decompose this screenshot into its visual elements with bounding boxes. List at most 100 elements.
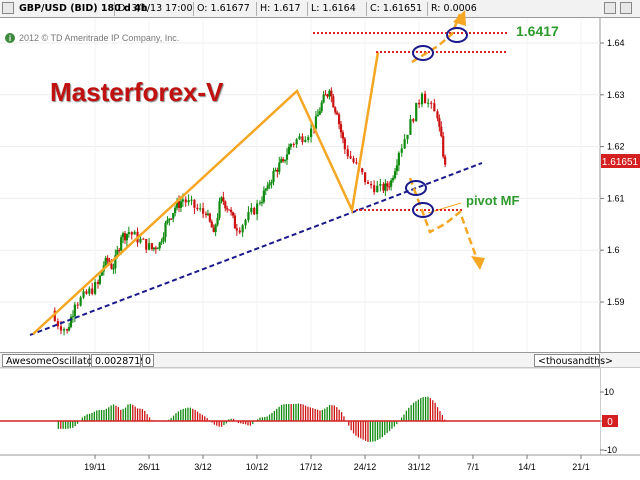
oscillator-bar <box>393 421 396 427</box>
oscillator-name[interactable]: AwesomeOscillator <box>2 354 96 367</box>
candle-body <box>226 208 229 210</box>
oscillator-bar <box>223 421 225 426</box>
oscillator-bar <box>201 414 204 421</box>
price-grid <box>0 18 600 352</box>
oscillator-bar <box>314 408 316 421</box>
maximize-icon[interactable] <box>604 2 616 14</box>
candle-body <box>318 111 321 115</box>
candle-body <box>352 158 355 163</box>
bearish-arrow-head-icon <box>471 256 485 270</box>
oscillator-bar <box>199 413 201 421</box>
candle-body <box>247 212 250 221</box>
oscillator-bar <box>352 421 355 434</box>
candle-body <box>177 201 181 208</box>
candle-body <box>442 136 445 157</box>
oscillator-bar <box>276 408 278 421</box>
oscillator-bar <box>93 411 96 421</box>
oscillator-bar <box>100 409 103 421</box>
candle-body <box>193 199 196 208</box>
time-tick-label: 10/12 <box>246 462 269 472</box>
candle-body <box>395 165 399 172</box>
oscillator-bar <box>141 409 144 421</box>
oscillator-bar <box>328 405 331 421</box>
oscillator-bar <box>127 404 129 421</box>
candle-body <box>304 139 307 142</box>
oscillator-bar <box>129 403 132 421</box>
candle-body <box>283 159 287 162</box>
candlesticks <box>53 87 447 336</box>
candle-body <box>106 257 109 261</box>
candle-body <box>287 146 291 155</box>
candle-body <box>270 181 273 184</box>
candle-body <box>384 183 387 191</box>
symbol-label[interactable]: GBP/USD (BID) 180 d 4h <box>19 3 148 14</box>
info-icon[interactable] <box>5 33 15 43</box>
oscillator-bar <box>379 421 381 439</box>
candle-body <box>218 201 221 218</box>
oscillator-bar <box>302 404 304 421</box>
time-tick-label: 17/12 <box>300 462 323 472</box>
oscillator-bar <box>384 421 386 436</box>
price-panel <box>0 18 600 352</box>
trendline-ellipse <box>405 180 427 196</box>
candle-body <box>253 207 256 215</box>
candle-body <box>130 232 133 235</box>
oscillator-bar <box>204 416 206 421</box>
oscillator-bar <box>69 421 72 429</box>
oscillator-extra: 0 <box>142 354 154 367</box>
time-tick-label: 19/11 <box>84 462 106 472</box>
oscillator-bar <box>386 421 388 433</box>
candle-body <box>388 186 391 188</box>
candle-body <box>160 241 163 243</box>
candle-body <box>112 268 115 270</box>
oscillator-bar <box>434 402 436 421</box>
last-price-text: 1.61651 <box>602 157 639 168</box>
time-tick-label: 3/12 <box>194 462 212 472</box>
candle-body <box>355 162 358 164</box>
oscillator-bar <box>429 398 432 421</box>
close-icon[interactable] <box>620 2 632 14</box>
oscillator-bar <box>86 414 88 421</box>
candle-body <box>285 154 289 160</box>
oscillator-bar <box>369 421 372 442</box>
candle-body <box>214 224 217 233</box>
oscillator-bar <box>408 407 410 421</box>
candle-body <box>301 136 304 142</box>
oscillator-zero-badge-text: 0 <box>607 417 613 428</box>
candle-body <box>142 238 145 240</box>
candle-body <box>272 171 275 182</box>
time-tick-label: 31/12 <box>408 462 431 472</box>
candle-body <box>427 102 430 104</box>
candle-body <box>208 213 211 222</box>
candle-body <box>150 243 154 250</box>
candle-body <box>298 136 301 140</box>
oscillator-bar <box>290 404 292 421</box>
wave-pattern <box>32 51 380 335</box>
candle-body <box>364 172 367 183</box>
oscillator-tick-label: 10 <box>604 387 614 397</box>
candle-body <box>139 238 142 243</box>
oscillator-bar <box>192 408 194 421</box>
oscillator-bar <box>117 407 120 421</box>
candle-body <box>307 137 310 140</box>
oscillator-bar <box>57 421 60 429</box>
oscillator-bar <box>67 421 69 429</box>
candle-body <box>71 316 75 318</box>
header-menu-icon[interactable] <box>2 2 14 14</box>
candle-body <box>336 112 339 115</box>
oscillator-bar <box>441 415 444 421</box>
candle-body <box>179 201 183 208</box>
candle-body <box>168 218 171 221</box>
oscillator-zero-badge <box>602 415 618 427</box>
candle-body <box>382 183 385 191</box>
oscillator-bar <box>189 407 192 421</box>
price-tick-label: 1.63 <box>607 90 625 100</box>
candle-body <box>199 208 202 210</box>
oscillator-bar <box>84 415 86 421</box>
oscillator-bar <box>196 411 199 421</box>
candle-body <box>280 159 283 163</box>
candle-body <box>56 321 59 327</box>
oscillator-bar <box>338 409 340 421</box>
candle-body <box>121 233 125 238</box>
oscillator-panel <box>0 368 600 455</box>
